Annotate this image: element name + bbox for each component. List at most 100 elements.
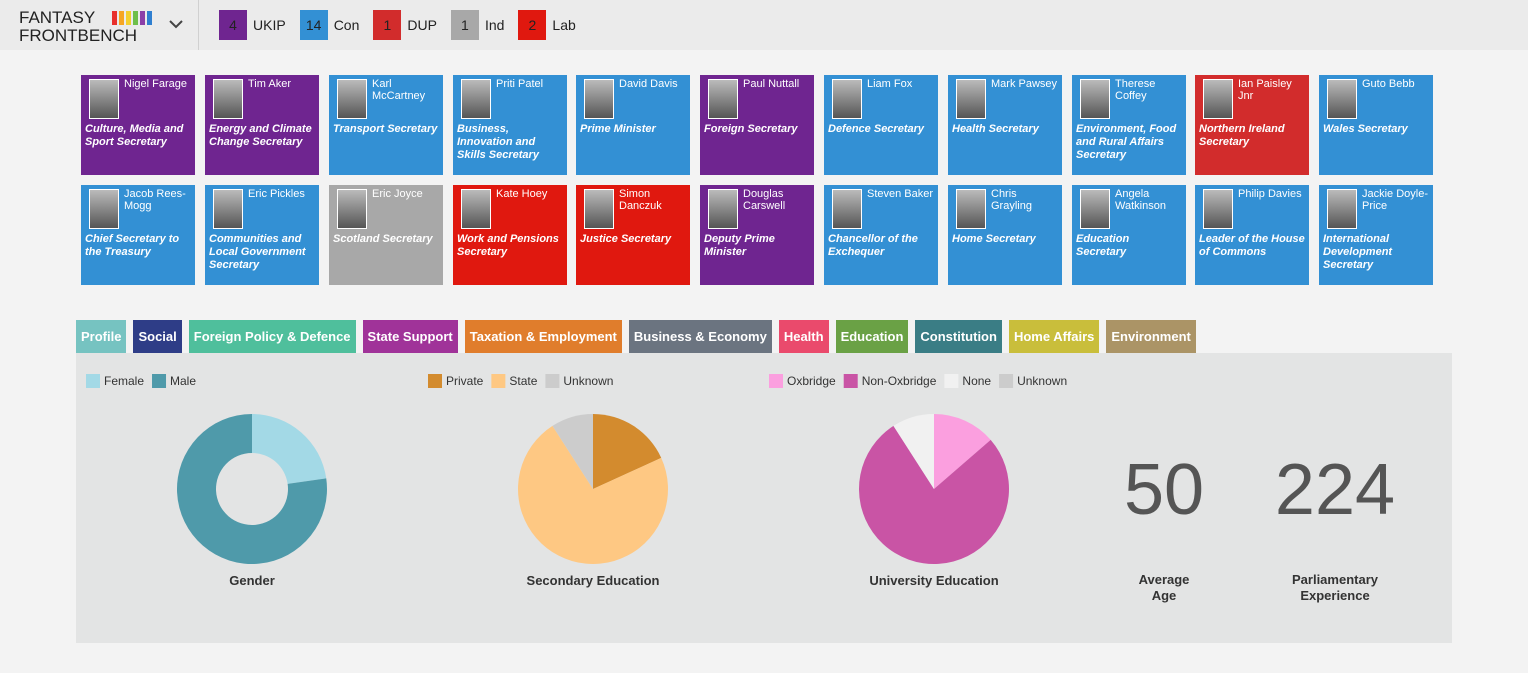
minister-name: Chris Grayling bbox=[991, 188, 1032, 212]
tab[interactable]: Taxation & Employment bbox=[464, 320, 622, 353]
pie-slice bbox=[252, 414, 327, 484]
minister-role: Northern Ireland Secretary bbox=[1199, 123, 1285, 148]
tab[interactable]: Health bbox=[778, 320, 829, 353]
minister-name: Tim Aker bbox=[248, 78, 291, 90]
tab[interactable]: Home Affairs bbox=[1008, 320, 1100, 353]
photo bbox=[956, 189, 986, 229]
dropdown-toggle[interactable] bbox=[168, 18, 184, 30]
pie-slice bbox=[177, 414, 327, 564]
panel: Female Male Gender Private State Unknown Secon… bbox=[76, 353, 1452, 643]
minister-name: Angela Watkinson bbox=[1115, 188, 1166, 212]
minister-role: Environment, Food and Rural Affairs Secr… bbox=[1076, 123, 1177, 161]
minister-card[interactable]: Simon Danczuk Justice Secretary bbox=[576, 185, 690, 285]
photo bbox=[461, 79, 491, 119]
tab[interactable]: Business & Economy bbox=[628, 320, 772, 353]
photo bbox=[1203, 79, 1233, 119]
minister-card[interactable]: Mark Pawsey Health Secretary bbox=[948, 75, 1062, 175]
photo bbox=[337, 79, 367, 119]
legend-label: Private bbox=[446, 374, 484, 388]
minister-role: Education Secretary bbox=[1076, 233, 1130, 258]
logo-bars bbox=[112, 11, 152, 25]
tab[interactable]: Social bbox=[133, 320, 182, 353]
minister-card[interactable]: Karl McCartney Transport Secretary bbox=[329, 75, 443, 175]
tab[interactable]: State Support bbox=[362, 320, 458, 353]
minister-card[interactable]: Kate Hoey Work and Pensions Secretary bbox=[453, 185, 567, 285]
photo bbox=[337, 189, 367, 229]
stat-label: Average Age bbox=[1139, 572, 1190, 603]
party-count[interactable]: 2 Lab bbox=[518, 10, 579, 40]
minister-card[interactable]: Angela Watkinson Education Secretary bbox=[1072, 185, 1186, 285]
minister-card[interactable]: Steven Baker Chancellor of the Exchequer bbox=[824, 185, 938, 285]
party-badge: 4 bbox=[219, 10, 247, 40]
party-count[interactable]: 1 Ind bbox=[450, 10, 508, 40]
header: FANTASY FRONTBENCH 4 UKIP 14 Con 1 DUP 1 Ind 2 La… bbox=[0, 0, 1528, 50]
logo[interactable]: FANTASY bbox=[19, 8, 96, 27]
party-badge: 1 bbox=[450, 10, 479, 40]
legend-label: Male bbox=[170, 374, 196, 388]
minister-card[interactable]: Jackie Doyle-Price International Developm… bbox=[1319, 185, 1433, 285]
legend-swatch bbox=[545, 374, 560, 388]
legend-label: Non-Oxbridge bbox=[862, 374, 937, 388]
minister-card[interactable]: Liam Fox Defence Secretary bbox=[824, 75, 938, 175]
party-badge: 2 bbox=[518, 10, 547, 40]
minister-name: Philip Davies bbox=[1238, 188, 1302, 200]
logo[interactable]: FRONTBENCH bbox=[19, 26, 138, 45]
minister-name: Priti Patel bbox=[496, 78, 544, 90]
minister-card[interactable]: Eric Joyce Scotland Secretary bbox=[329, 185, 443, 285]
stat-label: Parliamentary Experience bbox=[1292, 572, 1379, 603]
photo bbox=[832, 79, 862, 119]
minister-name: Eric Joyce bbox=[372, 188, 423, 200]
tab[interactable]: Constitution bbox=[915, 320, 1002, 353]
minister-card[interactable]: Therese Coffey Environment, Food and Rura… bbox=[1072, 75, 1186, 175]
minister-card[interactable]: Jacob Rees-Mogg Chief Secretary to the Tr… bbox=[81, 185, 195, 285]
photo bbox=[1327, 189, 1357, 229]
photo bbox=[832, 189, 862, 229]
party-count[interactable]: 1 DUP bbox=[373, 10, 441, 40]
minister-role: Communities and Local Government Secreta… bbox=[209, 233, 306, 271]
minister-card[interactable]: Tim Aker Energy and Climate Change Secret… bbox=[205, 75, 319, 175]
minister-card[interactable]: Priti Patel Business, Innovation and Skil… bbox=[453, 75, 567, 175]
minister-role: Leader of the House of Commons bbox=[1199, 233, 1305, 258]
minister-card[interactable]: Ian Paisley Jnr Northern Ireland Secretar… bbox=[1195, 75, 1309, 175]
minister-card[interactable]: David Davis Prime Minister bbox=[576, 75, 690, 175]
legend-swatch bbox=[843, 374, 858, 388]
photo bbox=[584, 79, 614, 119]
party-name: DUP bbox=[407, 17, 437, 33]
minister-name: Jacob Rees-Mogg bbox=[124, 188, 186, 212]
pie-slice bbox=[934, 414, 991, 489]
stat-value: 224 bbox=[1275, 450, 1395, 530]
pie-slice bbox=[859, 425, 1010, 564]
minister-card[interactable]: Douglas Carswell Deputy Prime Minister bbox=[700, 185, 814, 285]
chart-title: University Education bbox=[869, 573, 998, 588]
minister-card[interactable]: Nigel Farage Culture, Media and Sport Sec… bbox=[81, 75, 195, 175]
legend-label: None bbox=[962, 374, 991, 388]
minister-card[interactable]: Paul Nuttall Foreign Secretary bbox=[700, 75, 814, 175]
photo bbox=[708, 189, 738, 229]
minister-card[interactable]: Guto Bebb Wales Secretary bbox=[1319, 75, 1433, 175]
minister-card[interactable]: Chris Grayling Home Secretary bbox=[948, 185, 1062, 285]
minister-role: Energy and Climate Change Secretary bbox=[209, 123, 312, 148]
legend-swatch bbox=[944, 374, 959, 388]
stat-value: 50 bbox=[1124, 450, 1204, 530]
party-count[interactable]: 14 Con bbox=[299, 10, 364, 40]
minister-name: Liam Fox bbox=[867, 78, 913, 90]
minister-role: Scotland Secretary bbox=[333, 233, 433, 245]
tab[interactable]: Environment bbox=[1106, 320, 1196, 353]
photo bbox=[1203, 189, 1233, 229]
minister-card[interactable]: Eric Pickles Communities and Local Govern… bbox=[205, 185, 319, 285]
tab[interactable]: Profile bbox=[76, 320, 127, 353]
minister-name: Karl McCartney bbox=[372, 78, 426, 102]
photo bbox=[1080, 79, 1110, 119]
minister-role: Transport Secretary bbox=[333, 123, 438, 135]
photo bbox=[584, 189, 614, 229]
chart-title: Gender bbox=[229, 573, 275, 588]
minister-role: Chief Secretary to the Treasury bbox=[85, 233, 180, 258]
tab[interactable]: Education bbox=[835, 320, 909, 353]
tab[interactable]: Foreign Policy & Defence bbox=[188, 320, 356, 353]
minister-name: Douglas Carswell bbox=[743, 188, 786, 212]
minister-role: Chancellor of the Exchequer bbox=[828, 233, 918, 258]
minister-card[interactable]: Philip Davies Leader of the House of Comm… bbox=[1195, 185, 1309, 285]
party-count[interactable]: 4 UKIP bbox=[219, 10, 290, 40]
photo bbox=[708, 79, 738, 119]
photo bbox=[89, 189, 119, 229]
